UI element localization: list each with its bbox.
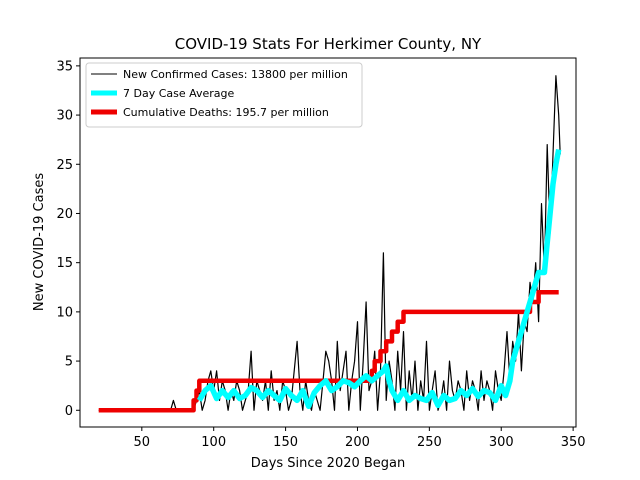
x-tick-label: 350 — [561, 435, 586, 450]
plot-area — [79, 57, 577, 428]
x-tick-label: 50 — [134, 435, 151, 450]
legend-label-cumulative-deaths: Cumulative Deaths: 195.7 per million — [123, 106, 329, 119]
y-tick-label: 15 — [56, 256, 73, 271]
y-tick-label: 25 — [56, 158, 73, 173]
y-tick-label: 35 — [56, 59, 73, 74]
y-axis: 0 5 10 15 20 25 30 35 — [56, 59, 80, 419]
x-axis: 50 100 150 200 250 300 350 — [134, 427, 586, 450]
y-tick-label: 30 — [56, 109, 73, 124]
x-tick-label: 300 — [489, 435, 514, 450]
series-7-day-average-line — [196, 148, 562, 410]
chart-title: COVID-19 Stats For Herkimer County, NY — [175, 35, 482, 53]
legend-box — [85, 62, 363, 128]
y-tick-label: 0 — [65, 404, 73, 419]
series-layer — [98, 75, 562, 413]
x-tick-label: 150 — [273, 435, 298, 450]
legend: New Confirmed Cases: 13800 per million 7… — [85, 62, 363, 128]
y-tick-label: 10 — [56, 305, 73, 320]
y-tick-label: 5 — [65, 355, 73, 370]
x-tick-label: 200 — [345, 435, 370, 450]
legend-label-new-cases: New Confirmed Cases: 13800 per million — [123, 68, 348, 81]
x-tick-label: 250 — [417, 435, 442, 450]
x-tick-label: 100 — [201, 435, 226, 450]
series-cumulative-deaths-line — [98, 289, 559, 413]
y-tick-label: 20 — [56, 207, 73, 222]
x-axis-label: Days Since 2020 Began — [251, 456, 406, 471]
y-axis-label: New COVID-19 Cases — [32, 173, 47, 311]
legend-label-7-day-average: 7 Day Case Average — [123, 87, 235, 100]
